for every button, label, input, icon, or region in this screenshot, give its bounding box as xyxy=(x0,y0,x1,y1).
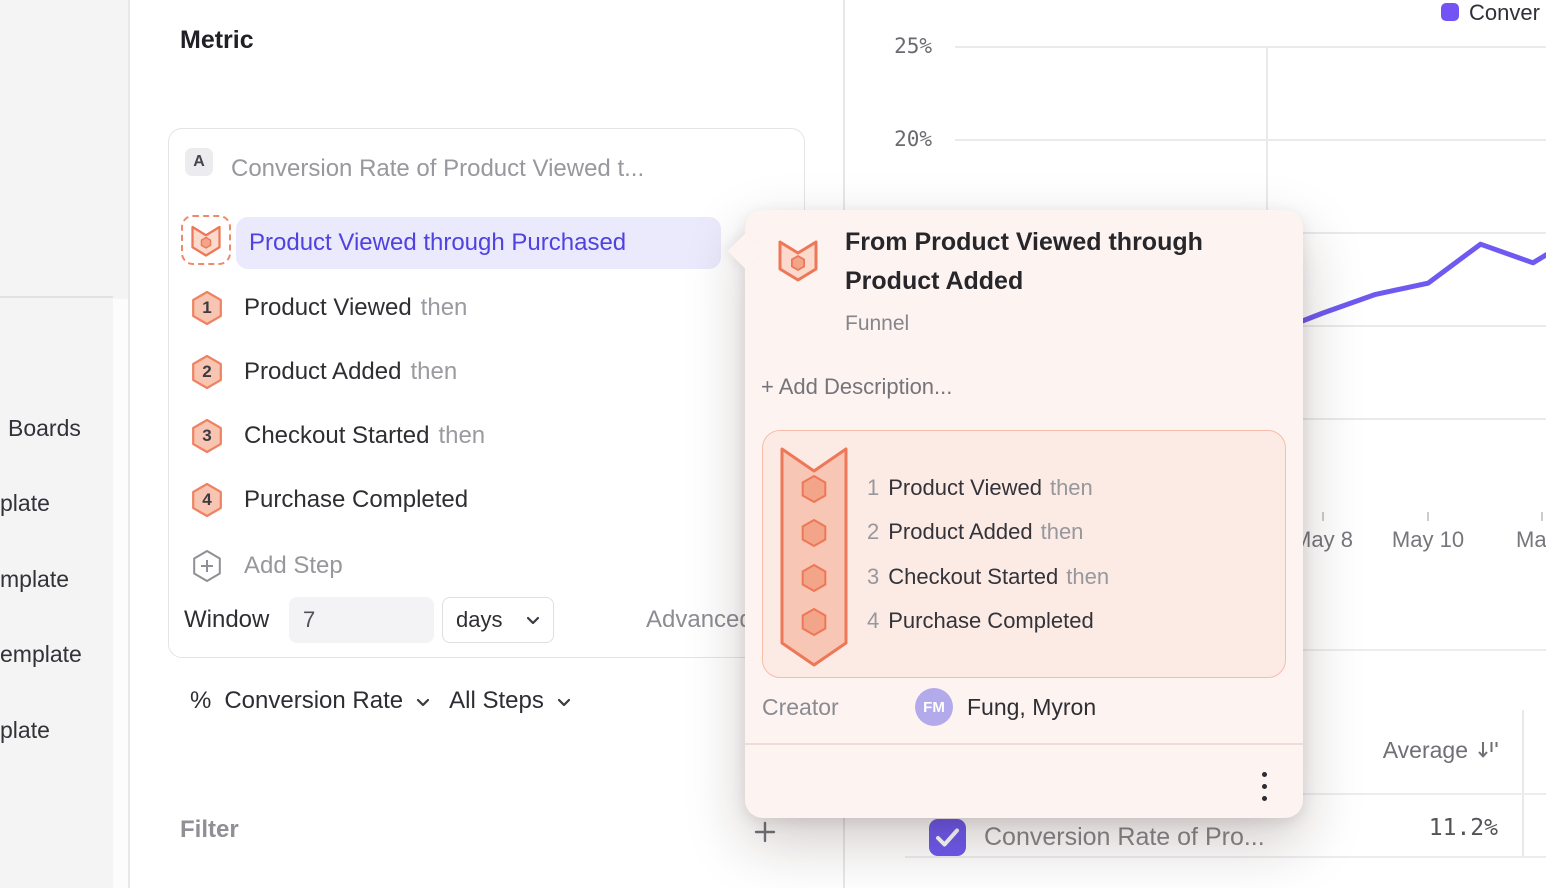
percent-symbol: % xyxy=(190,687,212,714)
x-axis-label-may8: May 8 xyxy=(1293,527,1353,552)
step-name: Checkout Started xyxy=(244,422,430,449)
add-description-button[interactable]: + Add Description... xyxy=(761,374,953,399)
event-details-popover: From Product Viewed through Product Adde… xyxy=(727,210,1303,818)
window-unit-select[interactable]: days xyxy=(442,597,554,643)
y-axis-tick-20: 20% xyxy=(894,127,932,151)
y-axis-tick-25: 25% xyxy=(894,34,932,58)
table-row-average-value: 11.2% xyxy=(1428,815,1498,841)
creator-avatar: FM xyxy=(915,688,953,726)
measure-row: % Conversion Rate All Steps xyxy=(190,686,571,716)
step-number-icon: 4 xyxy=(191,482,223,518)
x-axis-label-may10: May 10 xyxy=(1391,527,1465,552)
metric-editor-card: A Conversion Rate of Product Viewed t...… xyxy=(168,128,805,658)
sidebar-item-template-3[interactable]: emplate xyxy=(0,641,82,667)
gridline-20 xyxy=(955,139,1546,141)
add-step-hexagon-plus-icon xyxy=(191,548,223,584)
funnel-step-3[interactable]: 3 Checkout Started then xyxy=(191,418,485,454)
funnel-icon xyxy=(191,225,221,257)
step-number-icon: 3 xyxy=(191,418,223,454)
step-name: Purchase Completed xyxy=(244,486,469,513)
popover-step-1: 1 Product Viewed then xyxy=(867,475,1093,500)
creator-name: Fung, Myron xyxy=(967,694,1097,720)
popover-step-4: 4 Purchase Completed xyxy=(867,608,1094,633)
window-value-input[interactable] xyxy=(289,597,434,643)
popover-step-2: 2 Product Added then xyxy=(867,519,1084,544)
selected-event-label: Product Viewed through Purchased xyxy=(249,229,627,256)
steps-scope-dropdown[interactable]: All Steps xyxy=(449,687,544,714)
sort-descending-icon xyxy=(1478,742,1498,758)
chevron-down-icon xyxy=(417,698,430,707)
series-title[interactable]: Conversion Rate of Product Viewed t... xyxy=(231,155,645,182)
step-suffix: then xyxy=(438,422,486,449)
table-column-divider xyxy=(1522,710,1524,857)
popover-footer-divider xyxy=(745,743,1303,745)
plus-icon xyxy=(754,821,776,843)
table-row-border xyxy=(905,856,1546,858)
step-name: Product Viewed xyxy=(244,294,412,321)
legend-swatch xyxy=(1441,3,1459,21)
advanced-button[interactable]: Advanced xyxy=(646,606,753,633)
chevron-down-icon xyxy=(526,616,540,624)
gridline-25 xyxy=(955,46,1546,48)
step-suffix: then xyxy=(420,294,468,321)
selected-event-pill[interactable]: Product Viewed through Purchased xyxy=(236,217,721,269)
sidebar-item-template-1[interactable]: plate xyxy=(0,490,50,516)
table-header-average[interactable]: Average xyxy=(1303,735,1498,765)
x-tick-mark xyxy=(1427,512,1429,521)
sidebar-item-template-4[interactable]: plate xyxy=(0,717,50,743)
sidebar-scroll-gutter xyxy=(113,299,128,888)
popover-type-label: Funnel xyxy=(845,312,910,335)
x-axis-label-may12: May 1 xyxy=(1516,527,1546,552)
metric-section-title: Metric xyxy=(180,26,254,54)
more-options-button[interactable] xyxy=(1242,764,1286,808)
funnel-icon xyxy=(778,240,818,282)
checkmark-icon xyxy=(936,828,959,847)
sidebar-item-boards[interactable]: Boards xyxy=(8,415,81,441)
creator-label: Creator xyxy=(762,694,839,720)
x-tick-mark xyxy=(1541,512,1543,521)
chevron-down-icon xyxy=(557,698,570,707)
average-header-label: Average xyxy=(1382,736,1468,763)
step-number-icon: 2 xyxy=(191,354,223,390)
x-tick-mark xyxy=(1322,512,1324,521)
funnel-steps-card: 1 Product Viewed then 2 Product Added th… xyxy=(762,430,1286,678)
window-label: Window xyxy=(184,606,270,633)
sidebar-item-template-2[interactable]: mplate xyxy=(0,566,70,592)
step-name: Product Added xyxy=(244,358,402,385)
funnel-step-2[interactable]: 2 Product Added then xyxy=(191,354,457,390)
filter-section-title: Filter xyxy=(180,816,239,843)
popover-title: From Product Viewed through Product Adde… xyxy=(845,228,1203,295)
series-badge: A xyxy=(185,148,213,176)
sidebar-divider xyxy=(0,296,113,298)
kebab-dot xyxy=(1261,783,1267,789)
step-number-icon: 1 xyxy=(191,290,223,326)
series-visibility-checkbox[interactable] xyxy=(929,819,966,856)
add-step-label: Add Step xyxy=(244,552,343,579)
sidebar: Boards plate mplate emplate plate xyxy=(0,0,130,888)
funnel-step-4[interactable]: 4 Purchase Completed xyxy=(191,482,477,518)
funnel-step-1[interactable]: 1 Product Viewed then xyxy=(191,290,467,326)
measure-type-dropdown[interactable]: Conversion Rate xyxy=(224,687,404,714)
funnel-event-icon-frame xyxy=(181,215,231,265)
popover-step-3: 3 Checkout Started then xyxy=(867,564,1110,589)
add-filter-button[interactable] xyxy=(750,817,780,847)
legend-label[interactable]: Conver xyxy=(1469,0,1540,25)
funnel-ribbon-icon xyxy=(780,447,848,667)
step-suffix: then xyxy=(410,358,458,385)
kebab-dot xyxy=(1261,795,1267,801)
add-step-button[interactable]: Add Step xyxy=(191,548,343,584)
window-unit-value: days xyxy=(456,607,503,632)
table-row-series-name: Conversion Rate of Pro... xyxy=(984,823,1265,851)
kebab-dot xyxy=(1261,771,1267,777)
